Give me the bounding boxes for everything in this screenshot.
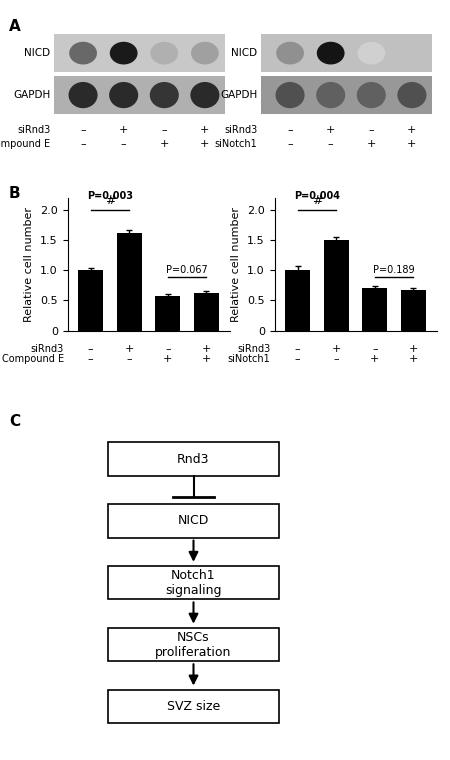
FancyBboxPatch shape bbox=[108, 504, 279, 537]
Text: +: + bbox=[160, 139, 169, 149]
Text: NICD: NICD bbox=[24, 48, 50, 58]
Text: C: C bbox=[9, 414, 20, 429]
Ellipse shape bbox=[109, 82, 138, 108]
Text: A: A bbox=[9, 19, 21, 34]
Ellipse shape bbox=[398, 42, 426, 65]
Text: –: – bbox=[333, 354, 339, 364]
Text: +: + bbox=[367, 139, 376, 149]
Text: –: – bbox=[369, 125, 374, 135]
Bar bbox=[194, 293, 219, 331]
Ellipse shape bbox=[276, 42, 304, 65]
Text: P=0.189: P=0.189 bbox=[373, 265, 415, 275]
Y-axis label: Relative cell number: Relative cell number bbox=[231, 207, 242, 321]
Y-axis label: Relative cell number: Relative cell number bbox=[24, 207, 35, 321]
Bar bbox=[155, 296, 180, 331]
Text: +: + bbox=[409, 344, 418, 353]
Text: Notch1
signaling: Notch1 signaling bbox=[165, 568, 222, 597]
Text: +: + bbox=[200, 125, 210, 135]
Text: #: # bbox=[312, 195, 322, 207]
Text: siNotch1: siNotch1 bbox=[215, 139, 257, 149]
Bar bbox=[117, 233, 142, 331]
Text: –: – bbox=[165, 344, 171, 353]
Text: –: – bbox=[372, 344, 378, 353]
Bar bbox=[78, 270, 103, 331]
Text: –: – bbox=[80, 125, 86, 135]
Text: +: + bbox=[202, 354, 211, 364]
Ellipse shape bbox=[191, 42, 219, 65]
Text: P=0.003: P=0.003 bbox=[87, 192, 133, 201]
Bar bbox=[54, 76, 225, 114]
Text: siRnd3: siRnd3 bbox=[238, 344, 270, 353]
Ellipse shape bbox=[68, 82, 98, 108]
Ellipse shape bbox=[150, 82, 179, 108]
FancyBboxPatch shape bbox=[108, 690, 279, 724]
Text: +: + bbox=[202, 344, 211, 353]
Text: #: # bbox=[105, 195, 115, 207]
Bar bbox=[261, 34, 432, 72]
Text: –: – bbox=[88, 344, 94, 353]
Text: NICD: NICD bbox=[231, 48, 257, 58]
Text: –: – bbox=[88, 354, 94, 364]
Bar bbox=[401, 290, 426, 331]
Text: siNotch1: siNotch1 bbox=[228, 354, 270, 364]
Text: –: – bbox=[80, 139, 86, 149]
Text: P=0.067: P=0.067 bbox=[166, 265, 208, 275]
Text: –: – bbox=[287, 125, 293, 135]
Bar bbox=[54, 34, 225, 72]
Text: siRnd3: siRnd3 bbox=[18, 125, 50, 135]
Text: –: – bbox=[121, 139, 126, 149]
Ellipse shape bbox=[397, 82, 427, 108]
FancyBboxPatch shape bbox=[108, 628, 279, 661]
Ellipse shape bbox=[316, 82, 345, 108]
Bar bbox=[324, 240, 349, 331]
Text: +: + bbox=[163, 354, 172, 364]
Text: P=0.004: P=0.004 bbox=[294, 192, 340, 201]
Text: –: – bbox=[328, 139, 333, 149]
Ellipse shape bbox=[190, 82, 220, 108]
Ellipse shape bbox=[357, 82, 386, 108]
Text: +: + bbox=[407, 139, 417, 149]
Text: –: – bbox=[295, 354, 301, 364]
Text: +: + bbox=[125, 344, 134, 353]
Text: SVZ size: SVZ size bbox=[167, 700, 220, 713]
Text: GAPDH: GAPDH bbox=[220, 90, 257, 100]
Ellipse shape bbox=[110, 42, 138, 65]
Text: Compound E: Compound E bbox=[1, 354, 63, 364]
Bar bbox=[261, 76, 432, 114]
Text: –: – bbox=[126, 354, 132, 364]
Ellipse shape bbox=[317, 42, 345, 65]
Text: –: – bbox=[295, 344, 301, 353]
Text: +: + bbox=[332, 344, 341, 353]
Text: Compound E: Compound E bbox=[0, 139, 50, 149]
FancyBboxPatch shape bbox=[108, 442, 279, 476]
Bar bbox=[362, 288, 387, 331]
Text: NICD: NICD bbox=[178, 515, 209, 527]
Ellipse shape bbox=[275, 82, 305, 108]
Text: siRnd3: siRnd3 bbox=[31, 344, 63, 353]
Ellipse shape bbox=[357, 42, 385, 65]
Text: +: + bbox=[200, 139, 210, 149]
Text: –: – bbox=[287, 139, 293, 149]
Text: –: – bbox=[162, 125, 167, 135]
Bar bbox=[285, 270, 310, 331]
FancyBboxPatch shape bbox=[108, 566, 279, 600]
Text: Rnd3: Rnd3 bbox=[177, 452, 210, 466]
Ellipse shape bbox=[69, 42, 97, 65]
Text: +: + bbox=[370, 354, 379, 364]
Text: +: + bbox=[119, 125, 128, 135]
Text: NSCs
proliferation: NSCs proliferation bbox=[155, 631, 232, 659]
Text: GAPDH: GAPDH bbox=[14, 90, 50, 100]
Text: +: + bbox=[409, 354, 418, 364]
Ellipse shape bbox=[150, 42, 178, 65]
Text: +: + bbox=[407, 125, 417, 135]
Text: +: + bbox=[326, 125, 335, 135]
Text: siRnd3: siRnd3 bbox=[225, 125, 257, 135]
Text: B: B bbox=[9, 186, 21, 201]
